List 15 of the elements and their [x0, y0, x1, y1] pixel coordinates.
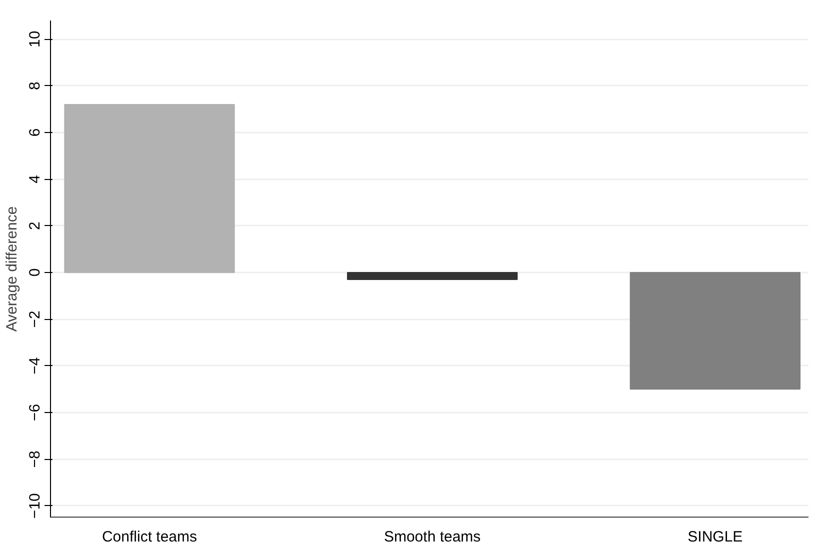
- x-tick-label: SINGLE: [688, 528, 743, 546]
- y-tick-label: −4: [26, 357, 44, 374]
- y-tick-label: 2: [26, 222, 44, 230]
- y-tick-label: 10: [26, 30, 44, 48]
- y-tick-label: 4: [26, 174, 44, 184]
- y-tick-label: −6: [26, 404, 44, 422]
- x-tick-label: Smooth teams: [384, 528, 481, 546]
- y-tick-label: −8: [26, 450, 44, 468]
- y-tick-label: 0: [26, 268, 44, 277]
- y-tick-label: 6: [26, 128, 44, 137]
- x-tick-label: Conflict teams: [102, 528, 198, 546]
- y-tick-label: 8: [26, 82, 44, 90]
- y-axis-title: Average difference: [4, 206, 20, 332]
- y-tick-label: −2: [26, 310, 44, 328]
- y-tick-label: −10: [26, 493, 44, 519]
